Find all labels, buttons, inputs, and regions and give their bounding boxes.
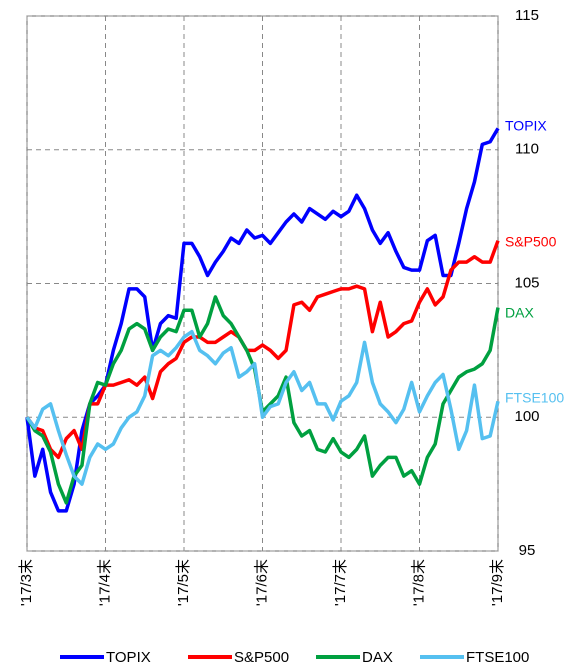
series-end-label: S&P500 [505, 234, 557, 250]
y-tick-label: 95 [519, 542, 536, 559]
y-tick-label: 100 [514, 408, 539, 425]
x-tick-label: '17/8末 [410, 559, 427, 606]
series-end-label: TOPIX [505, 118, 547, 134]
series-end-label: FTSE100 [505, 390, 564, 406]
x-tick-label: '17/9末 [489, 559, 506, 606]
x-tick-label: '17/3末 [18, 559, 35, 606]
y-tick-label: 115 [515, 7, 539, 24]
series-line [25, 127, 500, 513]
legend-label: DAX [362, 649, 393, 666]
x-tick-label: '17/6末 [253, 559, 270, 606]
legend-label: FTSE100 [466, 649, 529, 666]
x-tick-label: '17/5末 [175, 559, 192, 606]
legend-label: S&P500 [234, 649, 289, 666]
y-tick-label: 105 [514, 274, 539, 291]
y-tick-label: 110 [515, 141, 539, 158]
x-tick-label: '17/7末 [332, 559, 349, 606]
series-line [25, 329, 500, 486]
legend-label: TOPIX [106, 649, 151, 666]
x-tick-label: '17/4末 [96, 559, 113, 606]
series-end-label: DAX [505, 305, 534, 321]
